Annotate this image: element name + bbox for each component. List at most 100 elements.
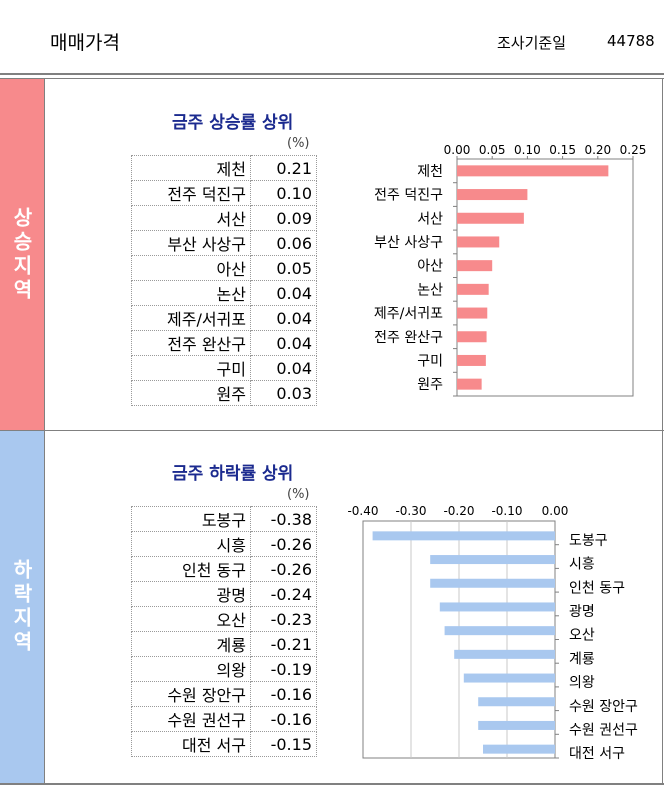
fall-region-value: -0.16: [250, 681, 317, 707]
fall-bar: [372, 531, 555, 541]
rise-region-value: 0.04: [250, 330, 317, 356]
rise-region-value: 0.03: [250, 380, 317, 406]
fall-bar: [483, 744, 555, 754]
fall-x-tick-label: -0.20: [443, 504, 474, 518]
fall-table-row: 오산 -0.23: [131, 606, 317, 632]
fall-x-tick-label: -0.30: [395, 504, 426, 518]
rise-category-label: 전주 완산구: [374, 330, 443, 346]
rise-table-row: 제주/서귀포 0.04: [131, 305, 317, 331]
rise-table-row: 구미 0.04: [131, 355, 317, 381]
rise-region-value: 0.06: [250, 230, 317, 256]
rise-bar: [457, 331, 487, 343]
rise-bar: [457, 189, 528, 201]
rise-region-value: 0.09: [250, 205, 317, 231]
fall-bar: [463, 673, 555, 683]
fall-region-band: 하락지역: [0, 431, 44, 783]
fall-region-name: 시흥: [131, 531, 251, 557]
fall-region-name: 수원 장안구: [131, 681, 251, 707]
rise-table-row: 부산 사상구 0.06: [131, 230, 317, 256]
survey-date-label: 조사기준일: [497, 34, 567, 52]
fall-bar: [430, 578, 555, 588]
rise-region-band: 상승지역: [0, 79, 44, 430]
fall-category-label: 계룡: [569, 651, 595, 667]
rise-bar: [457, 236, 500, 248]
rise-rank-table: 제천 0.21 전주 덕진구 0.10 서산 0.09 부산 사상구 0.06 아산 0.05 논산…: [131, 155, 317, 406]
rise-region-name: 논산: [131, 280, 251, 306]
fall-region-value: -0.38: [250, 506, 317, 532]
fall-region-name: 수원 권선구: [131, 706, 251, 732]
fall-table-row: 수원 장안구 -0.16: [131, 681, 317, 707]
rise-category-label: 구미: [417, 353, 443, 369]
fall-category-label: 수원 장안구: [569, 699, 638, 715]
fall-x-tick-label: -0.10: [491, 504, 522, 518]
rise-x-tick-label: 0.20: [584, 143, 611, 157]
survey-date-value: 44788: [607, 32, 655, 50]
rise-x-tick-label: 0.25: [620, 143, 647, 157]
fall-table-row: 인천 동구 -0.26: [131, 556, 317, 582]
fall-section-title: 금주 하락률 상위: [172, 464, 294, 484]
rise-bar: [457, 260, 493, 272]
rise-bar: [457, 307, 488, 319]
rise-region-value: 0.21: [250, 155, 317, 181]
fall-table-row: 시흥 -0.26: [131, 531, 317, 557]
rise-category-label: 전주 덕진구: [374, 188, 443, 204]
fall-region-value: -0.26: [250, 531, 317, 557]
bottom-border: [0, 783, 664, 785]
fall-region-name: 광명: [131, 581, 251, 607]
fall-region-name: 도봉구: [131, 506, 251, 532]
rise-table-row: 전주 완산구 0.04: [131, 330, 317, 356]
fall-category-label: 오산: [569, 628, 595, 644]
rise-category-label: 제천: [417, 164, 443, 180]
rise-region-name: 전주 완산구: [131, 330, 251, 356]
fall-bar: [439, 602, 555, 612]
side-divider: [44, 79, 45, 783]
rise-table-row: 서산 0.09: [131, 205, 317, 231]
fall-rank-table: 도봉구 -0.38 시흥 -0.26 인천 동구 -0.26 광명 -0.24 오산 -0.23 계…: [131, 506, 317, 757]
rise-table-row: 전주 덕진구 0.10: [131, 180, 317, 206]
header-divider: [0, 73, 664, 75]
fall-region-value: -0.19: [250, 656, 317, 682]
rise-category-label: 원주: [417, 377, 443, 393]
rise-category-label: 논산: [417, 282, 443, 298]
rise-category-label: 제주/서귀포: [374, 306, 443, 322]
fall-category-label: 도봉구: [569, 533, 608, 549]
fall-bar: [430, 555, 555, 565]
page-title: 매매가격: [50, 32, 120, 54]
fall-region-value: -0.23: [250, 606, 317, 632]
rise-table-row: 논산 0.04: [131, 280, 317, 306]
fall-region-name: 오산: [131, 606, 251, 632]
fall-region-name: 의왕: [131, 656, 251, 682]
rise-region-value: 0.05: [250, 255, 317, 281]
fall-region-name: 계룡: [131, 631, 251, 657]
fall-region-name: 인천 동구: [131, 556, 251, 582]
rise-section-title: 금주 상승률 상위: [172, 113, 294, 133]
rise-region-name: 제주/서귀포: [131, 305, 251, 331]
fall-table-row: 대전 서구 -0.15: [131, 731, 317, 757]
rise-unit-label: (%): [287, 136, 310, 151]
rise-region-name: 구미: [131, 355, 251, 381]
fall-category-label: 광명: [569, 604, 595, 620]
rise-region-name: 부산 사상구: [131, 230, 251, 256]
rise-table-row: 원주 0.03: [131, 380, 317, 406]
fall-category-label: 수원 권선구: [569, 722, 638, 738]
fall-table-row: 광명 -0.24: [131, 581, 317, 607]
right-border: [662, 79, 663, 783]
rise-x-tick-label: 0.10: [514, 143, 541, 157]
fall-region-label: 하락지역: [9, 559, 34, 655]
fall-region-value: -0.21: [250, 631, 317, 657]
rise-region-name: 전주 덕진구: [131, 180, 251, 206]
rise-bar: [457, 165, 609, 177]
rise-x-tick-label: 0.15: [549, 143, 576, 157]
rise-bar: [457, 378, 482, 390]
fall-x-tick-label: 0.00: [542, 504, 569, 518]
rise-region-value: 0.10: [250, 180, 317, 206]
rise-category-label: 서산: [417, 211, 443, 227]
fall-table-row: 수원 권선구 -0.16: [131, 706, 317, 732]
fall-unit-label: (%): [287, 487, 310, 502]
rise-x-tick-label: 0.05: [479, 143, 506, 157]
fall-x-tick-label: -0.40: [347, 504, 378, 518]
fall-category-label: 대전 서구: [569, 746, 625, 762]
rise-table-row: 아산 0.05: [131, 255, 317, 281]
